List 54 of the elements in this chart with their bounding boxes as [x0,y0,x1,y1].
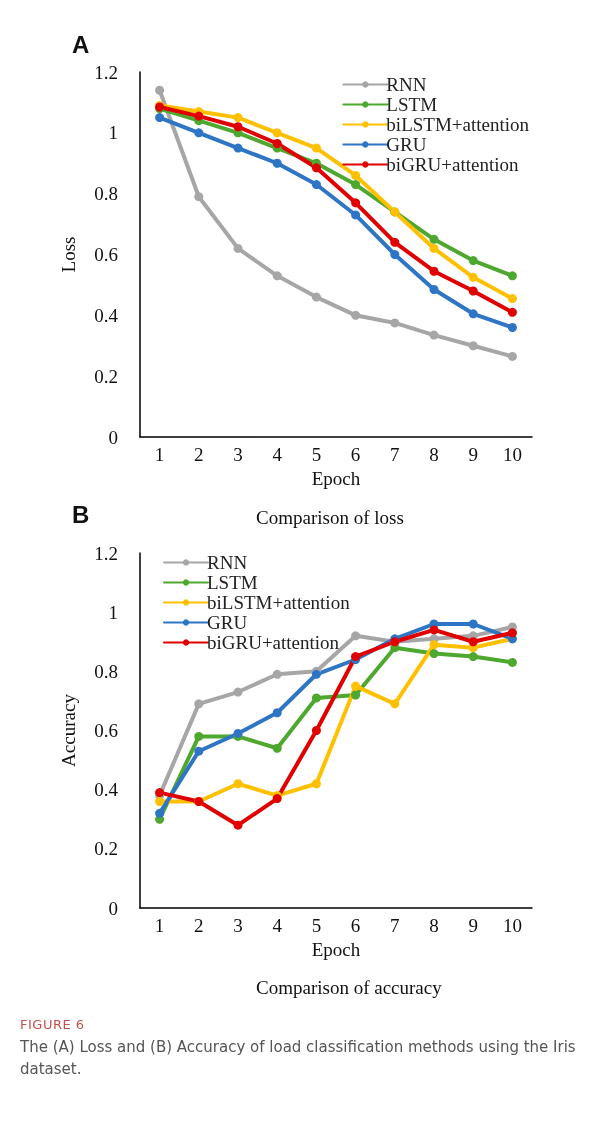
y-axis-title: Accuracy [58,693,79,767]
y-tick-label: 0.4 [94,304,119,326]
y-tick-label: 0.4 [94,779,119,801]
y-tick-label: 1.2 [94,542,118,564]
y-tick-label: 1 [108,122,118,144]
x-tick-label: 9 [468,444,478,465]
y-tick-label: 0.8 [94,183,118,205]
x-tick-label: 9 [468,915,478,936]
legend-label: LSTM [386,94,438,115]
x-tick-label: 6 [350,444,361,465]
text: Comparison of loss [256,507,404,528]
y-tick-label: 0 [108,897,118,919]
x-tick-label: 4 [272,915,283,936]
y-tick-label: 0.6 [94,720,118,741]
y-tick-label: 0.2 [94,838,118,860]
legend-label: biLSTM+attention [207,592,351,613]
x-tick-label: 5 [311,444,322,465]
x-tick-label: 2 [194,915,204,936]
y-tick-label: 1 [108,601,118,623]
x-tick-label: 2 [194,444,204,465]
text: Comparison of accuracy [255,977,443,998]
x-axis-title: Epoch [311,938,361,960]
x-tick-label: 3 [233,915,243,936]
x-tick-label: 8 [429,444,439,465]
text: The (A) Loss and (B) Accuracy of load classification methods using the Iris dataset. [20,1037,577,1080]
y-tick-label: 0 [108,426,118,448]
x-tick-label: 1 [154,444,165,465]
y-axis-title: Loss [58,236,79,273]
y-tick-label: 0.2 [94,365,118,387]
legend-label: biGRU+attention [386,154,519,175]
x-tick-label: 3 [233,444,243,465]
x-tick-label: 8 [429,915,439,936]
legend-label: LSTM [207,572,258,593]
x-axis-title: Epoch [311,467,361,489]
x-tick-label: 7 [390,915,400,936]
legend-label: GRU [386,134,427,155]
text: A [72,30,90,58]
legend-label: RNN [386,74,427,95]
x-tick-label: 6 [350,915,361,936]
x-tick-label: 5 [311,915,322,936]
legend-label: biLSTM+attention [386,114,530,135]
x-tick-label: 10 [502,915,522,936]
legend-label: GRU [207,612,248,633]
y-tick-label: 0.8 [94,660,118,682]
text: B [72,500,90,528]
x-tick-label: 7 [390,444,400,465]
x-tick-label: 4 [272,444,283,465]
x-tick-label: 10 [502,444,522,465]
x-tick-label: 1 [154,915,165,936]
legend-label: biGRU+attention [207,632,340,653]
caption: FIGURE 6 [20,1016,86,1034]
y-tick-label: 0.6 [94,244,118,265]
legend-label: RNN [207,552,248,573]
y-tick-label: 1.2 [94,61,118,83]
